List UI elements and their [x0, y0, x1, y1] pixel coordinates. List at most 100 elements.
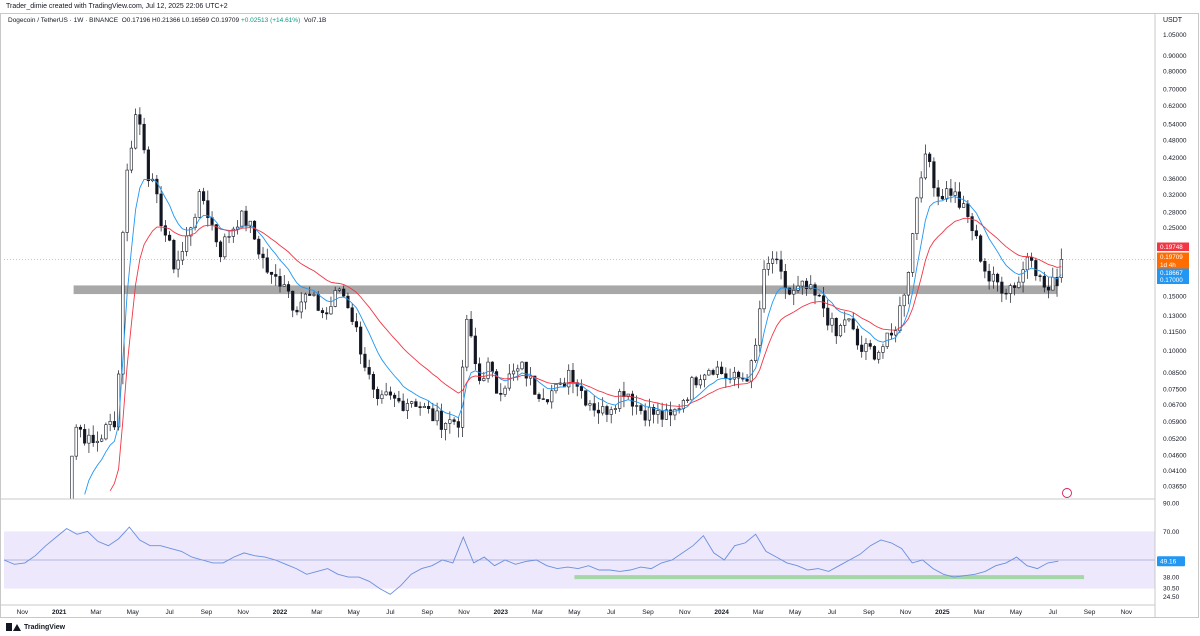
candle-body [902, 294, 906, 307]
price-tag [1157, 260, 1189, 269]
candle-body [201, 191, 206, 201]
candle-body [1034, 260, 1038, 277]
price-tick-label: 0.04600 [1163, 452, 1187, 459]
candle-body [545, 399, 550, 403]
candle-body [669, 409, 673, 416]
candle-body [940, 195, 944, 200]
candle-body [571, 369, 575, 383]
price-tag [1157, 252, 1189, 261]
candle-body [753, 344, 758, 362]
candle-body [983, 260, 987, 272]
candle-body [342, 288, 346, 297]
candle-body [274, 274, 278, 277]
tradingview-brand: TradingView [24, 623, 66, 631]
price-tick-label: 0.25000 [1163, 225, 1187, 232]
candle-body [851, 318, 855, 330]
candle-body [579, 386, 584, 392]
candle-body [520, 361, 524, 370]
candle-body [176, 259, 180, 270]
candle-body [541, 398, 545, 400]
axes-layer: USDT 1.05000 0.90000 0.80000 0.70000 0.62000 0… [0, 14, 1187, 617]
time-tick-label: May [1010, 609, 1023, 616]
time-tick-label: May [789, 609, 802, 616]
price-tick-label: 0.62000 [1163, 103, 1187, 110]
candle-body [393, 394, 397, 399]
candle-body [686, 399, 690, 401]
time-tick-label: 2024 [714, 609, 729, 616]
candle-body [193, 216, 197, 229]
candle-body [337, 288, 342, 291]
tradingview-logo-icon [6, 623, 21, 631]
candle-body [626, 393, 630, 397]
rsi-tick-label: 30.50 [1163, 585, 1180, 592]
candle-body [745, 378, 749, 382]
time-tick-label: 2025 [935, 609, 950, 616]
candle-body [906, 272, 911, 296]
candle-body [312, 294, 316, 296]
candle-body [308, 293, 312, 296]
candle-body [1025, 256, 1029, 271]
candle-body [405, 403, 409, 411]
candle-body [779, 259, 783, 272]
creator-caption: Trader_dimie created with TradingView.co… [6, 3, 228, 10]
candle-body [303, 293, 308, 303]
time-tick-label: May [347, 609, 360, 616]
time-tick-label: Mar [974, 609, 986, 616]
candle-body [932, 161, 936, 189]
candle-body [410, 401, 414, 404]
candle-body [1021, 269, 1025, 283]
candle-body [647, 406, 651, 421]
price-tick-label: 0.08500 [1163, 370, 1187, 377]
candle-body [282, 284, 286, 287]
candle-body [673, 409, 677, 416]
candle-body [1008, 285, 1012, 294]
candle-body [163, 225, 167, 236]
price-tag [1157, 275, 1189, 284]
candle-body [847, 318, 851, 321]
candle-body [320, 310, 325, 314]
candle-body [953, 191, 957, 196]
candle-body [418, 406, 422, 409]
candle-body [265, 257, 269, 273]
candle-body [596, 409, 601, 414]
candle-body [630, 393, 635, 407]
candle-body [732, 371, 736, 380]
candle-body [758, 308, 762, 346]
time-tick-label: Sep [863, 609, 875, 616]
candle-body [720, 366, 724, 375]
candle-body [482, 378, 486, 381]
price-tag [1157, 268, 1189, 277]
candle-body [269, 271, 274, 275]
ma-slow-line [109, 217, 1062, 492]
candle-body [567, 369, 571, 388]
time-tick-label: Jul [1049, 609, 1058, 616]
candle-body [1017, 281, 1021, 288]
ma-fast-line [84, 178, 1062, 495]
candle-body [872, 346, 877, 360]
candle-body [737, 371, 741, 379]
candle-body [286, 284, 291, 292]
symbol-legend[interactable]: Dogecoin / TetherUS · 1W · BINANCE O0.17… [8, 17, 326, 24]
time-tick-label: Sep [1084, 609, 1096, 616]
candle-body [991, 273, 995, 282]
price-tag-label: 1d 4h [1160, 262, 1176, 269]
price-tick-label: 0.10000 [1163, 348, 1187, 355]
time-tick-label: Sep [201, 609, 213, 616]
price-tick-label: 0.11500 [1163, 329, 1186, 336]
candle-body [524, 361, 528, 379]
candle-body [159, 193, 163, 226]
candle-body [278, 276, 282, 287]
candle-body [987, 270, 991, 282]
time-tick-label: Nov [17, 609, 29, 616]
candle-body [448, 419, 452, 424]
tradingview-bolt-icon [1062, 488, 1072, 498]
candle-body [1051, 277, 1055, 291]
price-tag-label: 0.18667 [1160, 270, 1183, 277]
rsi-line [3, 526, 1059, 595]
price-tick-label: 0.15000 [1163, 294, 1187, 301]
price-tick-label: 0.70000 [1163, 87, 1187, 94]
candle-body [414, 401, 418, 407]
candle-body [677, 408, 681, 410]
candle-body [180, 251, 184, 261]
